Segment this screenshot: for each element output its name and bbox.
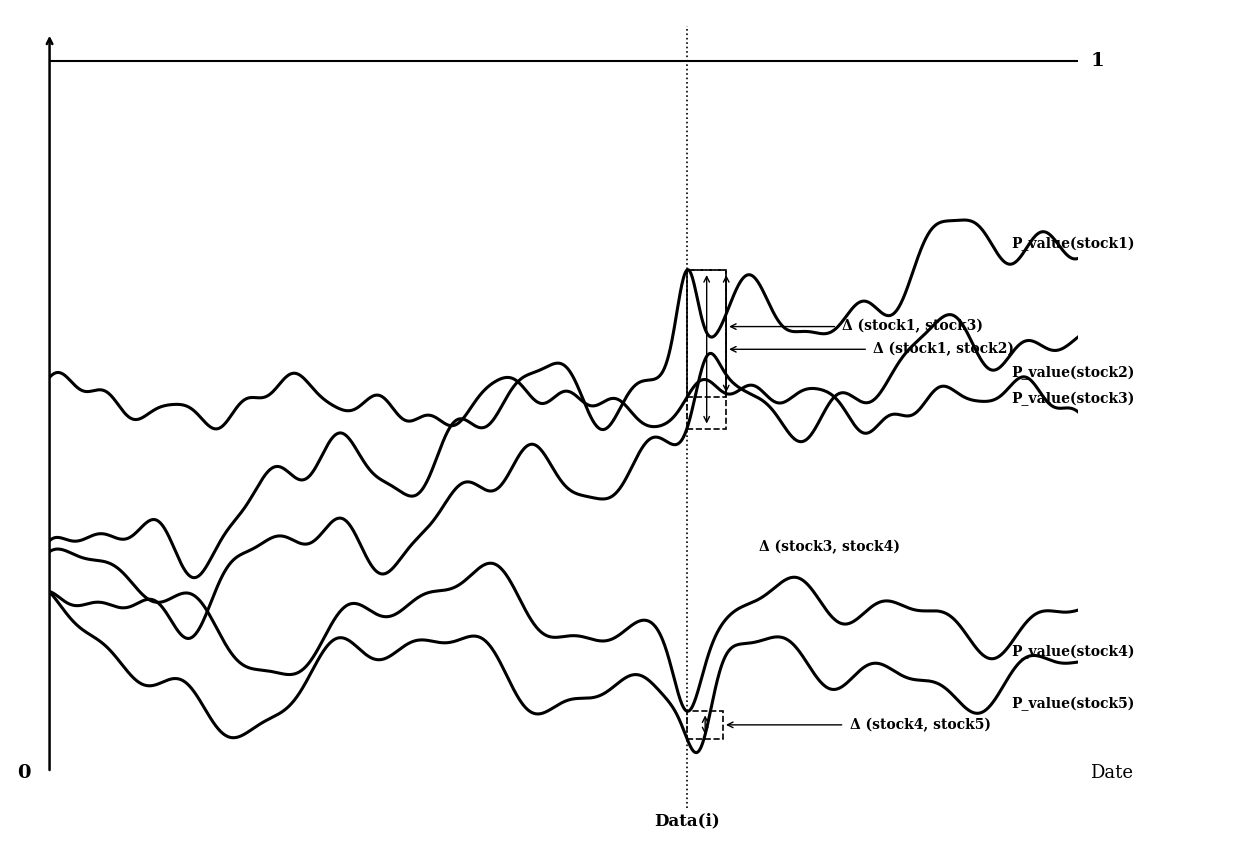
Bar: [688, 270, 726, 397]
Text: P_value(stock5): P_value(stock5): [1011, 697, 1135, 711]
Text: 0: 0: [17, 764, 31, 782]
Text: Δ (stock4, stock5): Δ (stock4, stock5): [850, 718, 991, 732]
Text: Δ (stock3, stock4): Δ (stock3, stock4): [760, 540, 901, 554]
Text: P_value(stock2): P_value(stock2): [1011, 366, 1135, 380]
Text: Date: Date: [1090, 764, 1134, 782]
Text: Data(i): Data(i): [654, 812, 720, 829]
Text: P_value(stock4): P_value(stock4): [1011, 645, 1135, 660]
Bar: [688, 270, 726, 428]
Text: Δ (stock1, stock3): Δ (stock1, stock3): [843, 319, 984, 334]
Text: 1: 1: [1090, 52, 1104, 71]
Bar: [688, 711, 724, 739]
Text: P_value(stock3): P_value(stock3): [1011, 392, 1135, 406]
Text: P_value(stock1): P_value(stock1): [1011, 237, 1135, 251]
Text: Δ (stock1, stock2): Δ (stock1, stock2): [873, 342, 1015, 356]
